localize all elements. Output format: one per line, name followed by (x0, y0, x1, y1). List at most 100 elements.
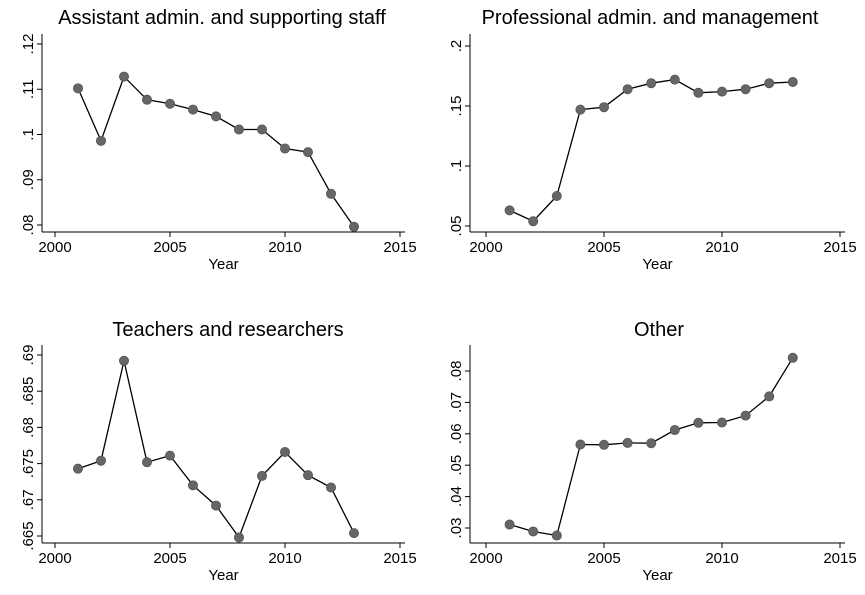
x-tick-label: 2010 (268, 239, 301, 256)
data-point (717, 86, 728, 97)
data-point (717, 417, 728, 428)
data-point (73, 463, 84, 474)
x-tick-label: 2010 (705, 239, 738, 256)
data-point (646, 438, 657, 449)
data-point (348, 528, 359, 539)
x-tick-label: 2005 (587, 550, 620, 567)
data-point (693, 87, 704, 98)
data-point (551, 530, 562, 541)
data-point (551, 190, 562, 201)
data-point (504, 205, 515, 216)
y-tick-label: .07 (448, 392, 465, 413)
x-tick-label: 2005 (153, 550, 186, 567)
data-point (599, 439, 610, 450)
data-point (669, 425, 680, 436)
data-point (740, 84, 751, 95)
data-point (787, 352, 798, 363)
y-tick-label: .69 (20, 345, 37, 366)
data-point (141, 457, 152, 468)
x-tick-label: 2010 (268, 550, 301, 567)
data-point (646, 78, 657, 89)
series-line (509, 78, 793, 222)
data-point (740, 410, 751, 421)
data-point (302, 147, 313, 158)
data-point (96, 135, 107, 146)
chart-title: Assistant admin. and supporting staff (58, 7, 386, 29)
y-tick-label: .2 (448, 40, 465, 53)
y-tick-label: .08 (20, 215, 37, 236)
x-tick-label: 2015 (383, 550, 416, 567)
y-tick-label: .11 (20, 79, 37, 99)
data-point (575, 104, 586, 115)
data-point (302, 470, 313, 481)
y-tick-label: .03 (448, 518, 465, 539)
y-tick-label: .06 (448, 423, 465, 444)
chart-panel-1: Assistant admin. and supporting staff .08… (20, 7, 417, 273)
y-tick-label: .08 (448, 361, 465, 382)
data-point (622, 84, 633, 95)
data-point (233, 124, 244, 135)
chart-panel-3: Teachers and researchers .665 .67 .675 .68 .6… (20, 319, 417, 584)
data-point (528, 526, 539, 537)
x-tick-label: 2000 (469, 550, 502, 567)
chart-title: Professional admin. and management (482, 7, 819, 29)
x-tick-label: 2005 (153, 239, 186, 256)
data-point (256, 470, 267, 481)
y-tick-label: .685 (20, 377, 37, 406)
chart-title: Teachers and researchers (112, 319, 343, 341)
x-tick-label: 2015 (383, 239, 416, 256)
y-tick-label: .15 (448, 96, 465, 117)
y-tick-label: .665 (20, 521, 37, 550)
x-axis-label: Year (642, 567, 672, 584)
y-tick-label: .675 (20, 449, 37, 478)
data-point (764, 391, 775, 402)
x-tick-label: 2000 (38, 239, 71, 256)
data-point (73, 83, 84, 94)
data-point (141, 94, 152, 105)
y-tick-label: .04 (448, 486, 465, 507)
x-tick-label: 2010 (705, 550, 738, 567)
data-point (187, 480, 198, 491)
x-axis-label: Year (208, 256, 238, 273)
data-point (119, 355, 130, 366)
data-point (256, 124, 267, 135)
data-point (325, 482, 336, 493)
x-tick-label: 2000 (469, 239, 502, 256)
data-point (187, 104, 198, 115)
x-tick-label: 2000 (38, 550, 71, 567)
x-tick-label: 2015 (823, 550, 856, 567)
y-tick-label: .68 (20, 417, 37, 438)
x-tick-label: 2015 (823, 239, 856, 256)
data-point (210, 500, 221, 511)
y-tick-label: .05 (448, 455, 465, 476)
data-point (622, 437, 633, 448)
data-point (693, 417, 704, 428)
x-axis-label: Year (642, 256, 672, 273)
y-tick-label: .1 (20, 128, 37, 141)
data-point (575, 439, 586, 450)
data-point (233, 532, 244, 543)
chart-title: Other (634, 319, 684, 341)
data-point (279, 143, 290, 154)
y-tick-label: .67 (20, 489, 37, 510)
data-point (119, 71, 130, 82)
data-point (164, 450, 175, 461)
data-point (96, 455, 107, 466)
x-axis-label: Year (208, 567, 238, 584)
data-point (325, 188, 336, 199)
data-point (787, 77, 798, 88)
y-tick-label: .05 (448, 216, 465, 237)
data-point (348, 221, 359, 232)
y-tick-label: .1 (448, 160, 465, 173)
data-point (528, 216, 539, 227)
chart-panel-4: Other .03 .04 .05 .06 .07 .08 2000 2005 2010 2015 Y… (448, 319, 857, 584)
data-point (669, 74, 680, 85)
data-point (764, 78, 775, 89)
data-point (279, 447, 290, 458)
chart-panel-2: Professional admin. and management .05 .1.… (448, 7, 857, 273)
series-line (77, 360, 355, 539)
data-point (164, 98, 175, 109)
data-point (210, 111, 221, 122)
data-point (599, 102, 610, 113)
